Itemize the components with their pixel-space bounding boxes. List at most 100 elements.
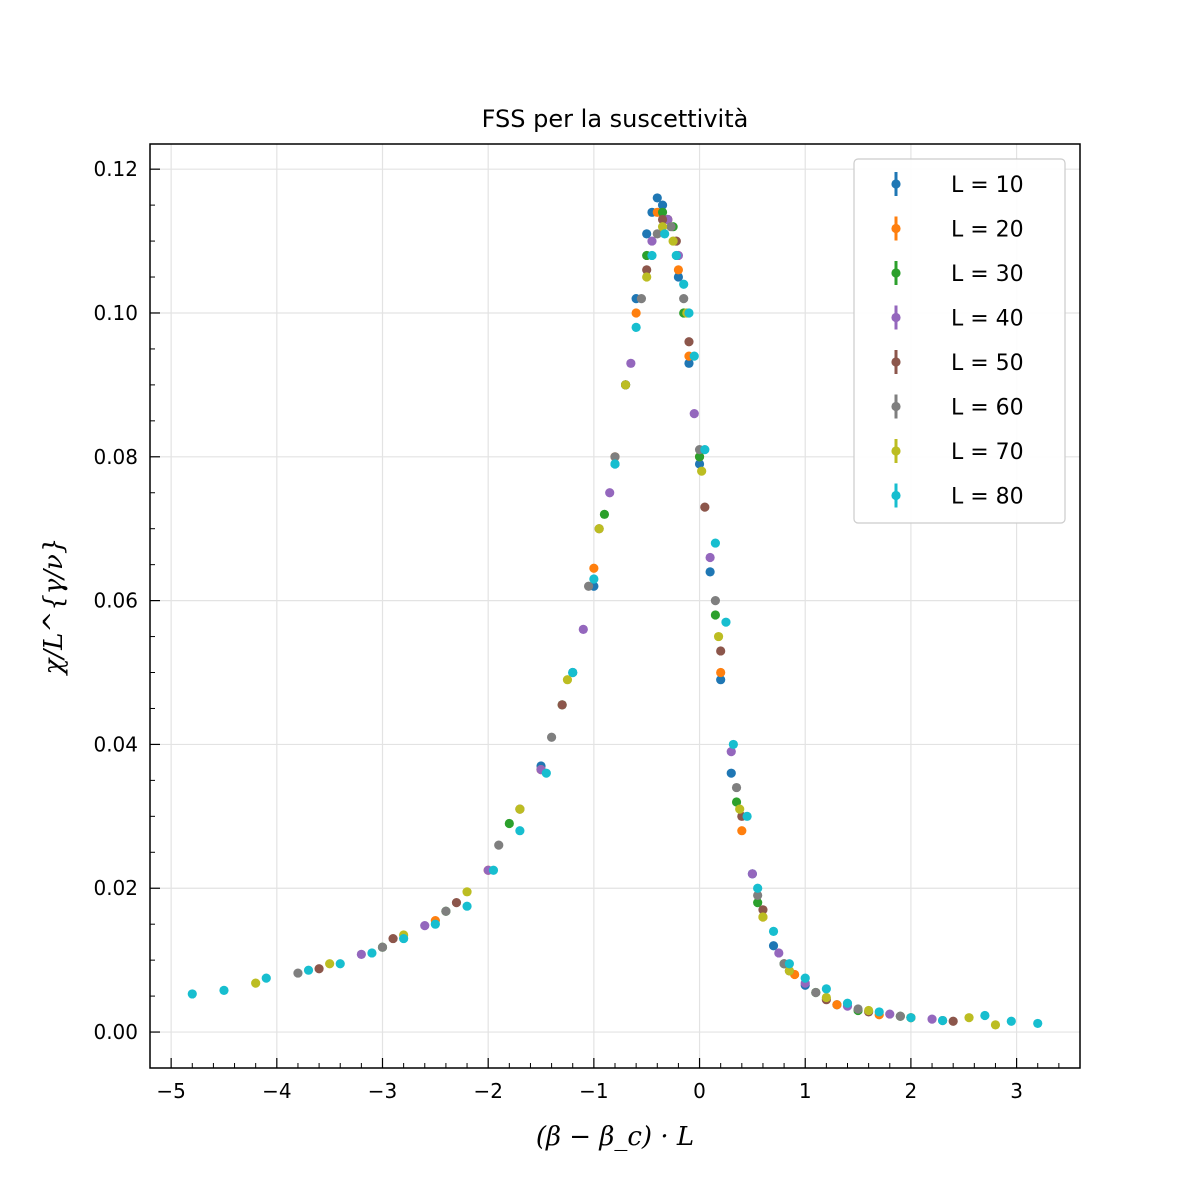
data-point (758, 905, 768, 915)
series-2 (430, 207, 884, 1020)
chart-title: FSS per la suscettività (482, 105, 749, 133)
data-point (716, 675, 726, 685)
data-point (620, 380, 631, 390)
data-point (388, 933, 398, 944)
data-point (657, 222, 668, 232)
data-point (610, 452, 620, 462)
data-point (187, 989, 197, 999)
data-point (726, 768, 736, 778)
data-point (335, 959, 345, 969)
legend-items: L = 10 L = 20 L = 30 L = 40 L = 50 L = 60 L = … (891, 172, 1024, 510)
data-point (583, 581, 594, 591)
data-point (948, 1016, 958, 1026)
data-point (494, 840, 504, 850)
legend-label: L = 20 (951, 218, 1024, 243)
data-point (684, 337, 694, 347)
data-point (735, 804, 745, 814)
data-point (515, 826, 525, 836)
data-point (462, 901, 472, 911)
x-tick-label: −1 (579, 1079, 608, 1103)
data-point (642, 272, 652, 282)
data-point (895, 1011, 905, 1021)
legend-marker (891, 446, 901, 456)
data-point (753, 898, 763, 908)
legend-item: L = 20 (891, 216, 1024, 243)
data-point (251, 978, 261, 988)
data-point (1006, 1016, 1016, 1026)
data-point (647, 236, 657, 246)
data-point (980, 1010, 990, 1021)
legend-marker (891, 401, 901, 412)
tick-labels: −5 −4 −3 −2 −1 0 1 2 3 0.00 0.02 0.04 0.06 0.08 0.10 0.… (93, 157, 1022, 1103)
axis-ticks (149, 168, 1060, 1069)
legend-item: L = 50 (891, 350, 1024, 376)
x-axis-label: (β − β_c) · L (536, 1122, 694, 1152)
data-point (753, 890, 763, 901)
data-point (399, 933, 409, 944)
data-point (631, 322, 641, 332)
data-point (721, 617, 731, 627)
data-point (679, 293, 689, 304)
x-tick-label: 0 (693, 1079, 706, 1103)
data-point (261, 973, 271, 983)
data-point (700, 502, 710, 512)
data-point (927, 1014, 937, 1024)
data-point (541, 768, 551, 778)
data-point (938, 1015, 948, 1026)
data-point (557, 700, 567, 710)
legend-item: L = 10 (891, 172, 1024, 198)
data-point (842, 998, 853, 1008)
y-axis-label: χ/L^{γ/ν} (39, 538, 69, 677)
legend-label: L = 60 (951, 396, 1024, 421)
data-point (671, 250, 681, 261)
data-point (1033, 1018, 1043, 1029)
data-point (666, 222, 676, 232)
data-point (964, 1013, 974, 1023)
series-4 (356, 214, 937, 1024)
data-point (684, 358, 694, 368)
series-8 (187, 229, 1043, 1029)
data-point (605, 488, 615, 498)
data-point (668, 236, 678, 246)
data-point (673, 272, 684, 282)
legend-label: L = 40 (951, 307, 1024, 332)
series-6 (293, 222, 948, 1026)
data-point (821, 992, 831, 1003)
legend-item: L = 30 (891, 261, 1024, 287)
data-point (610, 459, 620, 469)
data-point (578, 624, 588, 634)
data-point (626, 358, 636, 368)
y-tick-label: 0.00 (93, 1020, 138, 1044)
data-point (758, 912, 768, 922)
data-point (356, 949, 366, 959)
data-point (451, 898, 462, 908)
data-point (589, 563, 599, 573)
legend-marker (891, 223, 901, 234)
legend-item: L = 40 (891, 305, 1024, 332)
data-point (599, 509, 610, 519)
data-point (420, 921, 430, 931)
legend-marker (891, 490, 901, 501)
x-tick-label: 2 (905, 1079, 918, 1103)
data-point (430, 919, 440, 929)
x-tick-label: 3 (1010, 1079, 1023, 1103)
data-point (694, 459, 705, 469)
legend-label: L = 30 (951, 262, 1024, 287)
data-point (488, 865, 499, 875)
legend-box (853, 158, 1066, 524)
data-point (504, 818, 514, 829)
data-point (314, 964, 324, 974)
legend-item: L = 80 (891, 483, 1024, 510)
data-point (728, 739, 738, 750)
legend-label: L = 10 (951, 173, 1024, 198)
data-point (874, 1007, 884, 1017)
data-point (731, 782, 742, 793)
data-point (710, 610, 720, 620)
data-point (716, 646, 726, 656)
data-point (660, 229, 670, 239)
y-tick-label: 0.10 (93, 301, 138, 325)
data-point (562, 675, 573, 685)
data-point (726, 747, 736, 757)
data-point (705, 552, 715, 563)
data-point (753, 883, 763, 893)
